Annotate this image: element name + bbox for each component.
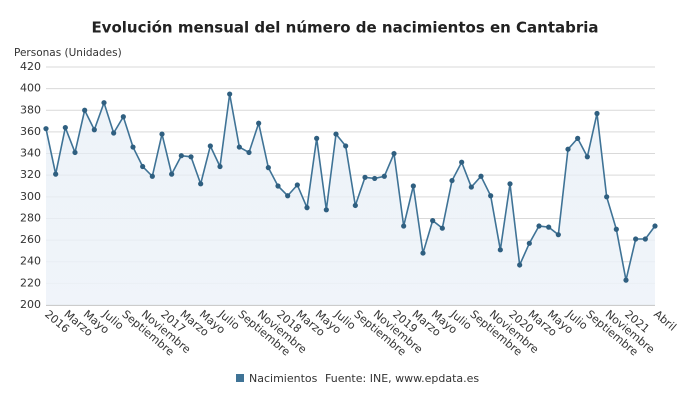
y-tick-label: 320 [20, 168, 41, 181]
point [130, 144, 136, 150]
point [343, 143, 349, 149]
point [613, 226, 619, 232]
point [159, 131, 165, 137]
point [430, 218, 436, 224]
y-tick-label: 420 [20, 60, 41, 73]
point [372, 175, 378, 182]
point [381, 173, 387, 179]
point [391, 150, 397, 157]
point [82, 107, 88, 113]
y-tick-label: 280 [20, 211, 41, 224]
point [555, 232, 561, 238]
y-tick-label: 240 [20, 255, 41, 268]
point [169, 171, 175, 177]
point [140, 163, 146, 170]
point [256, 120, 262, 126]
point [53, 171, 59, 177]
point [265, 165, 271, 171]
source: Fuente: INE, www.epdata.es [325, 372, 479, 385]
point [314, 135, 320, 141]
point [352, 202, 358, 209]
point [449, 177, 455, 184]
point [72, 149, 78, 156]
point [604, 194, 610, 200]
line [45, 93, 656, 281]
point [362, 174, 368, 180]
point [468, 184, 474, 190]
y-axis-label: Personas (Unidades) [14, 47, 122, 59]
point [246, 149, 252, 156]
y-tick-label: 220 [20, 276, 41, 289]
point [217, 163, 223, 170]
point [188, 154, 194, 160]
point [439, 225, 445, 231]
point [285, 193, 291, 199]
point [333, 131, 339, 137]
point [304, 205, 310, 211]
point [623, 277, 629, 283]
point [120, 114, 126, 120]
point [584, 154, 590, 160]
point [62, 124, 68, 131]
point [91, 127, 97, 133]
x-tick-label: Abril [651, 308, 679, 334]
point [546, 224, 552, 230]
y-tick-label: 300 [20, 190, 41, 203]
point [526, 240, 532, 246]
point [652, 223, 658, 229]
point [497, 247, 503, 253]
point [149, 173, 155, 179]
legend-label: Nacimientos [249, 372, 318, 385]
legend-swatch [236, 374, 244, 382]
point [488, 193, 494, 199]
point [275, 183, 281, 189]
point [420, 250, 426, 256]
y-tick-label: 340 [20, 147, 41, 160]
point [565, 146, 571, 152]
point [633, 236, 639, 242]
point [198, 181, 204, 187]
point [507, 181, 513, 187]
point [111, 130, 117, 136]
point [236, 144, 242, 150]
y-tick-label: 360 [20, 125, 41, 138]
point [517, 262, 523, 268]
point [642, 236, 648, 242]
point [536, 223, 542, 229]
point [294, 182, 300, 188]
point [207, 143, 213, 149]
y-tick-label: 200 [20, 298, 41, 311]
point [478, 173, 484, 179]
point [227, 91, 233, 97]
point [594, 110, 600, 117]
y-tick-label: 380 [20, 103, 41, 116]
point [178, 153, 184, 159]
chart-title: Evolución mensual del número de nacimien… [91, 19, 598, 37]
point [401, 223, 407, 229]
point [410, 183, 416, 189]
point [101, 100, 107, 106]
point [323, 207, 329, 213]
point [575, 135, 581, 141]
y-tick-label: 260 [20, 233, 41, 246]
point [459, 159, 465, 165]
area [46, 94, 655, 305]
point [43, 126, 49, 132]
y-tick-label: 400 [20, 82, 41, 95]
